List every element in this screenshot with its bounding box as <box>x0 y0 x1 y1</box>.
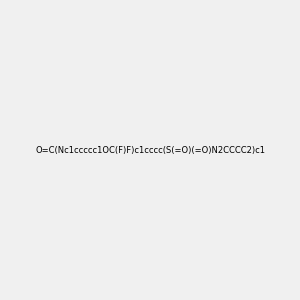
Text: O=C(Nc1ccccc1OC(F)F)c1cccc(S(=O)(=O)N2CCCC2)c1: O=C(Nc1ccccc1OC(F)F)c1cccc(S(=O)(=O)N2CC… <box>35 146 265 154</box>
